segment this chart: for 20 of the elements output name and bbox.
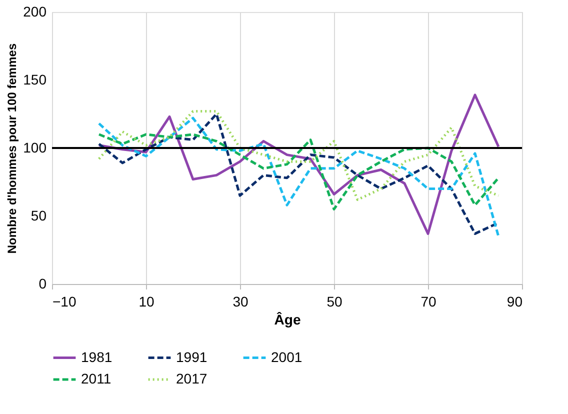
legend-label: 2017 <box>176 370 208 386</box>
x-tick-label: 30 <box>232 294 248 310</box>
y-tick-label: 200 <box>23 4 47 20</box>
x-tick-label: 90 <box>506 294 523 310</box>
y-axis-title: Nombre d'hommes pour 100 femmes <box>5 43 20 254</box>
legend-label: 1991 <box>176 348 208 365</box>
line-series <box>98 110 500 201</box>
x-tick-label: 50 <box>326 294 342 310</box>
y-tick-label: 100 <box>23 140 47 156</box>
legend-label: 2011 <box>81 370 112 386</box>
y-tick-label: 0 <box>38 276 47 292</box>
x-tick-label: −10 <box>52 294 76 310</box>
line-series <box>98 133 500 210</box>
legend-label: 1981 <box>81 348 112 365</box>
x-axis-title: Âge <box>274 312 301 328</box>
x-tick-label: 10 <box>138 294 154 310</box>
x-tick-label: 70 <box>420 294 436 310</box>
y-tick-label: 150 <box>23 72 47 88</box>
legend-label: 2001 <box>271 348 302 365</box>
y-tick-label: 50 <box>30 208 47 224</box>
